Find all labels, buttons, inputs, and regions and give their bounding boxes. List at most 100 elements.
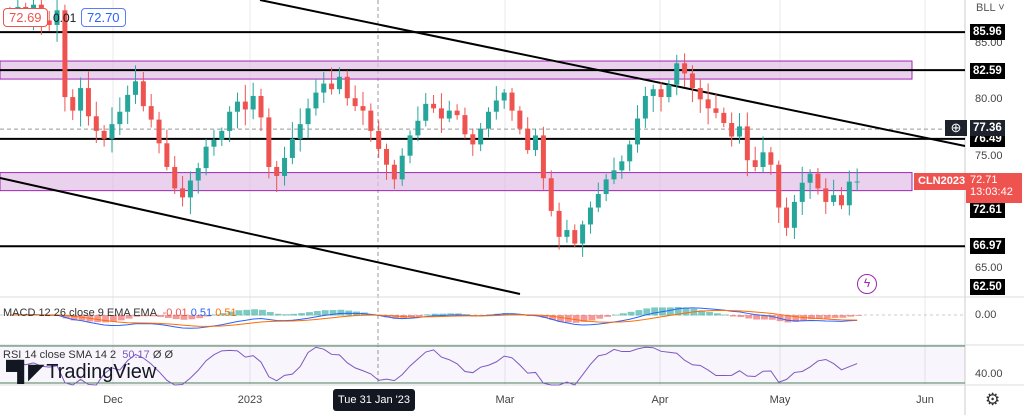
lightning-alert-icon[interactable]: ϟ — [857, 274, 877, 294]
candle-body — [752, 160, 758, 167]
candle-body — [501, 92, 507, 101]
candle-body — [713, 108, 719, 113]
time-label: Apr — [651, 394, 669, 406]
macd-histogram-bar — [611, 314, 619, 316]
candle-body — [117, 111, 123, 125]
chevron-down-icon: ˅ — [998, 2, 1005, 14]
macd-axis-tick: 0.00 — [975, 309, 997, 321]
candle-body — [564, 230, 570, 237]
candle-body — [227, 111, 233, 131]
candle-body — [305, 108, 311, 125]
candle-body — [635, 118, 641, 145]
candle-body — [470, 134, 476, 145]
macd-histogram-bar — [102, 315, 109, 323]
trendline-upper — [259, 0, 966, 147]
candle-body — [462, 115, 468, 135]
candle-body — [384, 148, 390, 165]
macd-histogram-bar — [745, 315, 753, 319]
candle-body — [533, 135, 539, 151]
level-label: 66.97 — [970, 238, 1005, 254]
macd-histogram-bar — [682, 307, 690, 316]
candle-body — [666, 84, 672, 98]
candle-body — [258, 95, 264, 118]
time-label: Jun — [916, 394, 934, 406]
candle-body — [234, 101, 240, 112]
candle-body — [784, 207, 790, 228]
macd-histogram-bar — [282, 314, 290, 316]
candle-body — [187, 180, 193, 198]
rsi-line — [9, 346, 858, 386]
candle-body — [391, 164, 397, 180]
candle-body — [407, 135, 413, 156]
candle-body — [846, 181, 852, 206]
macd-histogram-bar — [839, 315, 847, 318]
price-tick: 80.00 — [975, 93, 1003, 105]
candle-body — [517, 110, 523, 129]
candle-body — [768, 152, 774, 165]
brand-name: TradingView — [46, 361, 157, 383]
macd-legend[interactable]: MACD 12 26 close 9 EMA EMA -0.01 0.51 0.… — [3, 307, 237, 319]
candle-body — [823, 188, 829, 202]
rsi-title: RSI 14 close SMA 14 2 — [3, 349, 117, 361]
candle-body — [650, 89, 656, 96]
macd-histogram-bar — [462, 314, 470, 316]
macd-histogram-bar — [243, 309, 251, 316]
macd-histogram-bar — [541, 315, 549, 318]
last-price-label: 72.71 13:03:42 — [966, 173, 1022, 203]
candle-body — [744, 126, 750, 161]
macd-histogram-bar — [604, 315, 611, 317]
candle-body — [101, 130, 107, 139]
candle-body — [736, 126, 742, 137]
add-plus-icon[interactable]: ⊕ — [945, 120, 967, 136]
macd-histogram-bar — [831, 315, 839, 318]
macd-histogram-bar — [588, 315, 596, 321]
candle-body — [266, 117, 272, 167]
candle-body — [172, 166, 178, 189]
macd-histogram-bar — [227, 311, 235, 316]
macd-histogram-bar — [109, 315, 117, 322]
macd-histogram-bar — [627, 311, 635, 316]
candle-body — [203, 146, 209, 169]
rsi-na: Ø — [152, 349, 162, 361]
macd-histogram-bar — [855, 315, 862, 316]
candle-body — [164, 143, 170, 167]
candle-body — [815, 173, 821, 189]
candle-body — [329, 83, 335, 90]
macd-histogram-bar — [306, 312, 313, 316]
macd-histogram-bar — [666, 307, 674, 316]
level-label: 85.96 — [970, 24, 1005, 40]
candle-body — [54, 10, 60, 25]
macd-histogram-bar — [651, 307, 659, 316]
candle-body — [438, 108, 444, 119]
candle-body — [321, 83, 327, 93]
macd-hist-value: -0.01 — [162, 307, 188, 319]
macd-histogram-bar — [635, 310, 643, 316]
candle-body — [611, 170, 617, 180]
candle-body — [125, 94, 131, 112]
candle-body — [93, 116, 99, 131]
rsi-legend[interactable]: RSI 14 close SMA 14 2 50.17 Ø Ø — [3, 349, 173, 361]
level-label: 62.50 — [970, 279, 1005, 295]
candle-body — [807, 173, 813, 183]
candle-body — [556, 210, 562, 237]
macd-histogram-bar — [431, 313, 439, 316]
macd-histogram-bar — [133, 315, 141, 317]
macd-histogram-bar — [470, 315, 478, 316]
candle-body — [572, 230, 578, 244]
currency-selector[interactable]: BLL ˅ — [976, 2, 1005, 14]
macd-histogram-bar — [321, 310, 329, 316]
settings-gear-icon[interactable]: ⚙ — [985, 390, 1001, 409]
macd-histogram-bar — [713, 313, 721, 316]
macd-histogram-bar — [729, 315, 737, 317]
macd-histogram-bar — [698, 310, 706, 316]
tradingview-logo: ▀▌◤ TradingView — [6, 359, 156, 384]
candle-body — [838, 195, 844, 206]
macd-histogram-bar — [792, 315, 800, 322]
candle-body — [776, 164, 782, 208]
candle-body — [721, 112, 727, 124]
price-tick: 85.00 — [975, 37, 1003, 49]
candle-body — [454, 110, 460, 116]
candle-body — [627, 144, 633, 162]
crosshair-price-label: 77.36 — [970, 120, 1005, 136]
